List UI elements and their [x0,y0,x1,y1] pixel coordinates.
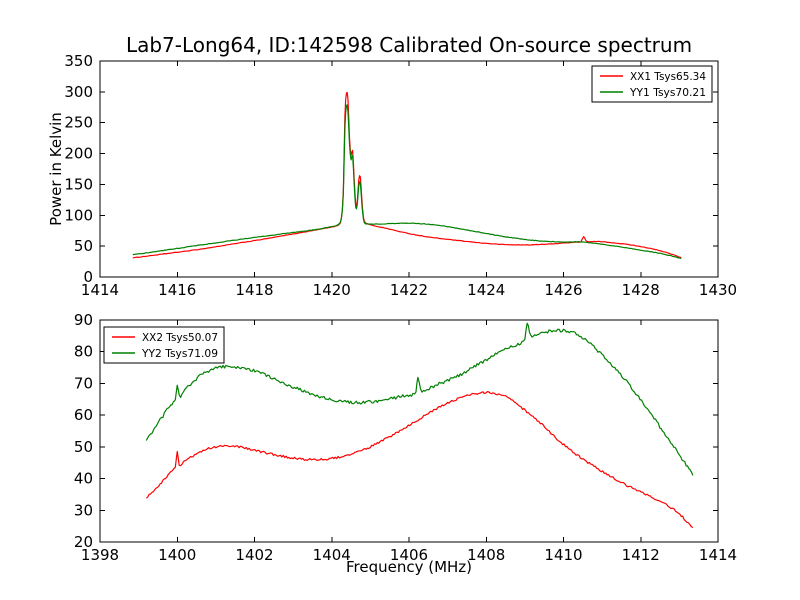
x-tick-label: 1420 [313,281,351,299]
y-tick-label: 50 [74,237,93,255]
y-tick-label: 250 [64,114,93,132]
x-tick-label: 1426 [544,281,582,299]
axis-ticks-top [99,60,719,278]
x-tick-label: 1400 [158,546,196,564]
series-line-yy1 [132,104,682,260]
y-tick-label: 80 [74,343,93,361]
y-tick-label: 20 [74,533,93,551]
y-tick-label: 70 [74,374,93,392]
legend-label: XX2 Tsys50.07 [142,331,218,344]
x-tick-label: 1412 [622,546,660,564]
y-tick-label: 60 [74,406,93,424]
legend-label: YY1 Tsys70.21 [629,86,706,99]
y-tick-label: 350 [64,52,93,70]
y-tick-label: 150 [64,175,93,193]
x-tick-label: 1428 [622,281,660,299]
series-line-xx2 [145,391,694,528]
y-axis-label: Power in Kelvin [47,112,65,226]
x-tick-label: 1414 [699,546,737,564]
x-tick-label: 1410 [544,546,582,564]
x-tick-label: 1424 [467,281,505,299]
y-tick-label: 0 [83,268,93,286]
x-tick-label: 1418 [235,281,273,299]
x-axis-label: Frequency (MHz) [345,558,473,576]
legend-box-bottom [103,326,225,364]
x-tick-label: 1430 [699,281,737,299]
legend-box-top [591,65,713,103]
x-tick-label: 1402 [235,546,273,564]
x-tick-label: 1398 [81,546,119,564]
y-tick-label: 200 [64,145,93,163]
y-tick-label: 300 [64,83,93,101]
y-tick-label: 100 [64,206,93,224]
y-tick-label: 90 [74,311,93,329]
x-tick-label: 1414 [81,281,119,299]
x-tick-label: 1404 [313,546,351,564]
x-tick-label: 1416 [158,281,196,299]
axis-ticks-bottom [99,319,719,543]
figure-title: Lab7-Long64, ID:142598 Calibrated On-sou… [125,33,693,57]
x-tick-label: 1408 [467,546,505,564]
x-tick-label: 1422 [390,281,428,299]
x-tick-label: 1406 [390,546,428,564]
series-line-yy2 [145,322,694,476]
y-tick-label: 30 [74,501,93,519]
series-line-xx1 [132,91,682,259]
legend-label: XX1 Tsys65.34 [630,70,706,83]
y-tick-label: 50 [74,438,93,456]
y-tick-label: 40 [74,470,93,488]
legend-label: YY2 Tsys71.09 [141,347,218,360]
